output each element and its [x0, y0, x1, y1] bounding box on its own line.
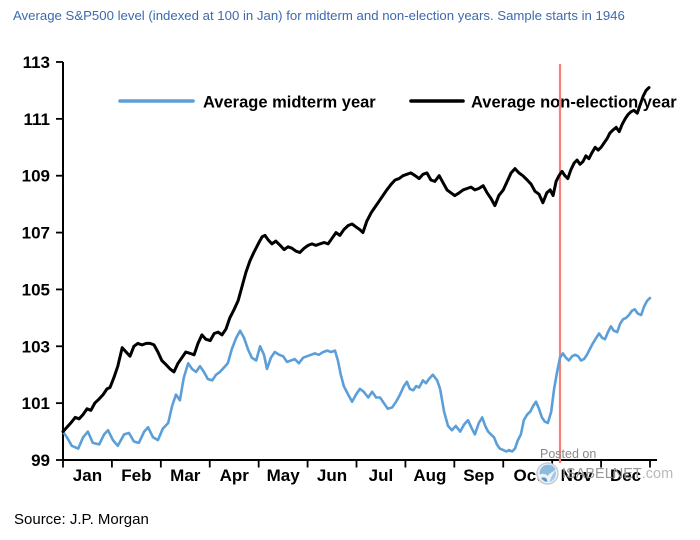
globe-swirl-1 [539, 464, 556, 476]
chart-title: Average S&P500 level (indexed at 100 in … [13, 8, 625, 23]
month-label: Sep [463, 466, 494, 485]
month-label: Feb [121, 466, 151, 485]
globe-swirl-2 [541, 477, 548, 482]
midterm-series-line [61, 296, 652, 453]
y-tick-label: 107 [22, 224, 50, 243]
non-election-series-line [61, 86, 651, 434]
y-tick-label: 111 [24, 110, 51, 129]
month-label: Nov [561, 466, 594, 485]
legend-label-non-election: Average non-election year [471, 94, 677, 112]
month-label: Oct [514, 466, 543, 485]
month-label: May [267, 466, 301, 485]
y-tick-label: 113 [23, 53, 50, 72]
y-tick-label: 109 [22, 167, 50, 186]
y-tick-label: 105 [22, 280, 50, 299]
month-label: Jul [369, 466, 394, 485]
month-label: Dec [610, 466, 641, 485]
legend-label-midterm: Average midterm year [203, 94, 376, 112]
month-label: Apr [220, 466, 250, 485]
source-note: Source: J.P. Morgan [14, 511, 149, 528]
watermark-posted-on: Posted on [540, 447, 597, 461]
month-label: Jan [73, 466, 102, 485]
watermark-site-tld: .com [641, 465, 674, 482]
globe-swirl-3 [549, 470, 556, 482]
y-tick-label: 103 [22, 337, 50, 356]
month-label: Jun [317, 466, 347, 485]
month-label: Mar [170, 466, 201, 485]
watermark: Posted on ISABELNET .com [536, 447, 700, 485]
globe-icon [536, 462, 559, 485]
watermark-site-name: ISABELNET [562, 465, 642, 482]
y-tick-label: 101 [22, 394, 50, 413]
y-tick-label: 99 [31, 451, 50, 470]
month-label: Aug [413, 466, 446, 485]
